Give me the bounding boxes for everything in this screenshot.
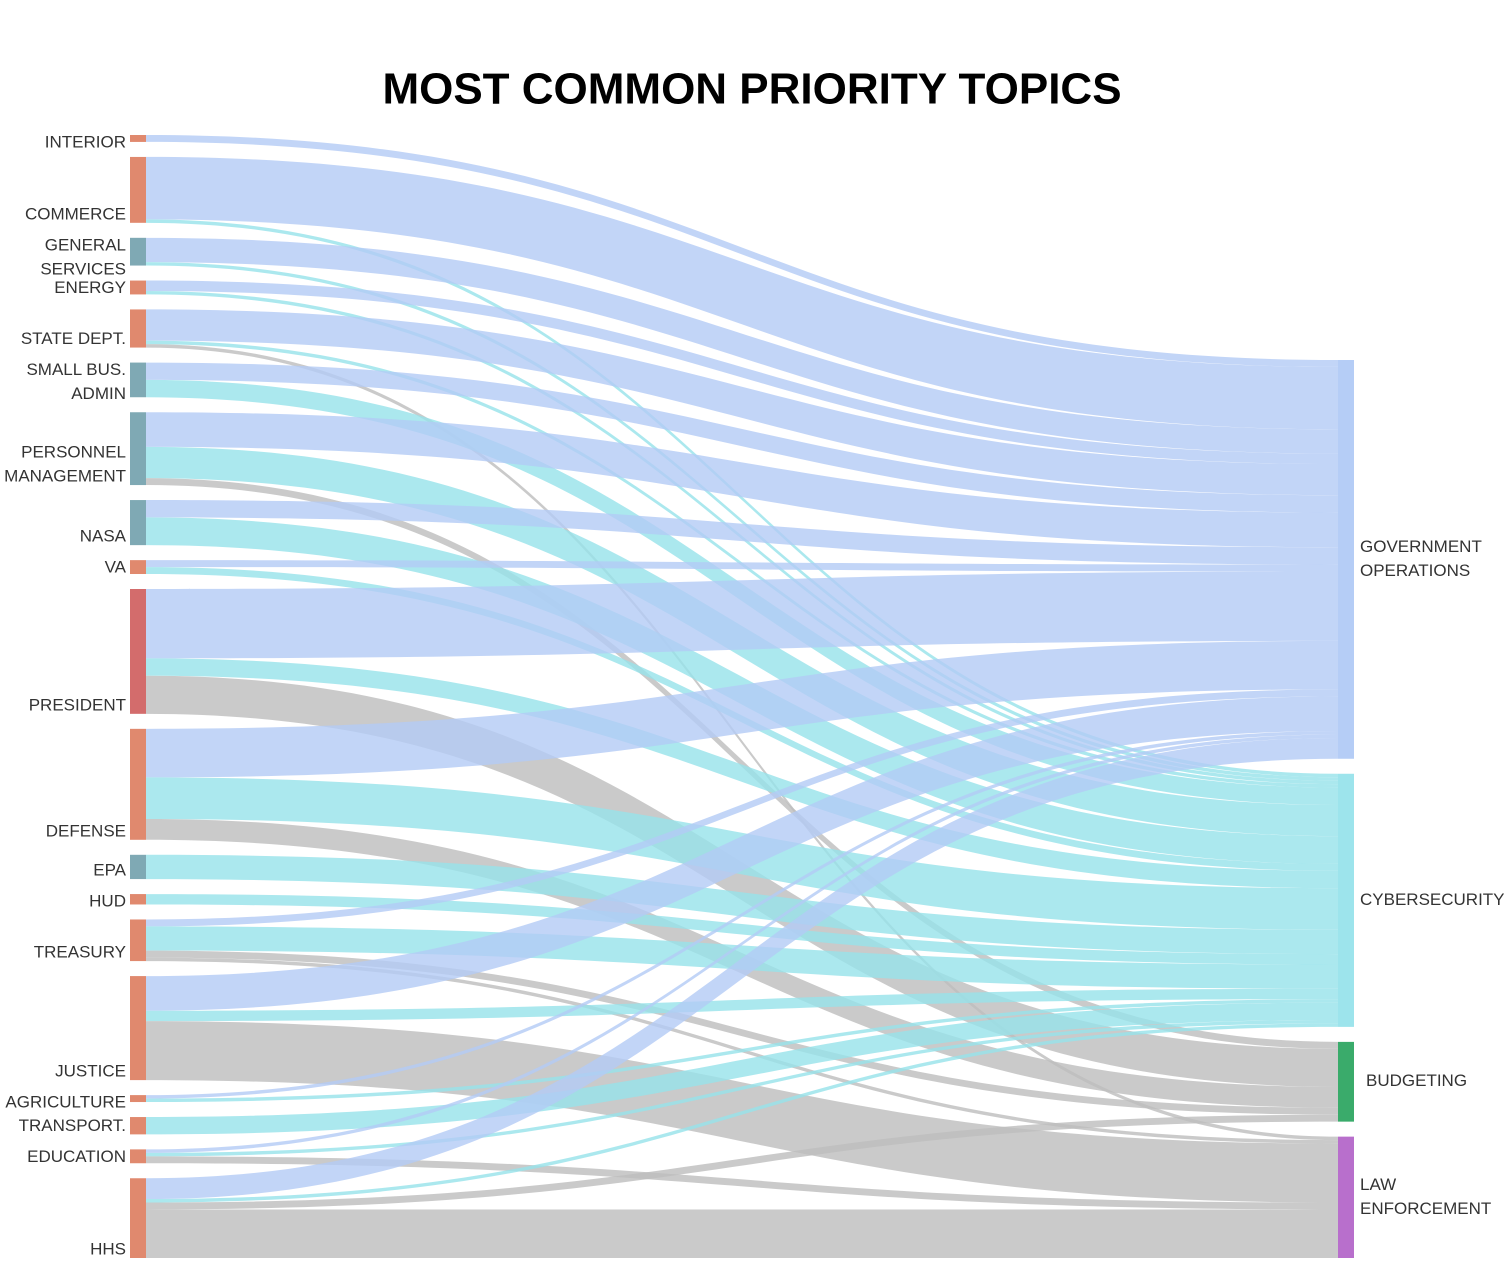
source-label: INTERIOR: [45, 132, 126, 151]
link: [146, 1114, 1338, 1210]
link: [146, 1023, 1338, 1203]
source-label: PRESIDENT: [29, 695, 126, 714]
node: [130, 1095, 146, 1103]
target-label: OPERATIONS: [1360, 561, 1470, 580]
link: [146, 950, 1338, 1115]
links: [146, 135, 1338, 1258]
node: [130, 854, 146, 880]
node: [130, 728, 146, 840]
node: [130, 237, 146, 266]
link: [146, 696, 1338, 1011]
link: [146, 237, 1338, 454]
source-label: COMMERCE: [25, 204, 126, 223]
node: [1338, 360, 1354, 759]
source-label: GENERAL: [45, 235, 126, 254]
link: [146, 658, 1338, 889]
node: [1338, 773, 1354, 1027]
source-label: VA: [105, 558, 127, 577]
link: [146, 988, 1338, 1022]
node: [1338, 1136, 1354, 1258]
source-label: SMALL BUS.: [26, 360, 126, 379]
source-label: TREASURY: [34, 943, 126, 962]
link: [146, 500, 1338, 565]
link: [146, 894, 1338, 965]
source-label: SERVICES: [40, 259, 126, 278]
source-label: DEFENSE: [46, 821, 126, 840]
target-label: CYBERSECURITY: [1360, 890, 1505, 909]
node: [130, 976, 146, 1081]
source-label: AGRICULTURE: [5, 1093, 126, 1112]
link: [146, 999, 1338, 1103]
node: [130, 500, 146, 546]
source-label: EDUCATION: [27, 1147, 126, 1166]
chart-title: MOST COMMON PRIORITY TOPICS: [382, 65, 1121, 114]
source-label: HUD: [89, 892, 126, 911]
node: [130, 309, 146, 348]
link: [146, 1209, 1338, 1258]
link: [146, 1019, 1338, 1157]
node: [130, 919, 146, 962]
link: [146, 412, 1338, 548]
node: [130, 560, 146, 575]
link: [146, 262, 1338, 781]
link: [146, 1002, 1338, 1135]
link: [146, 926, 1338, 989]
target-label: LAW: [1360, 1175, 1396, 1194]
link: [146, 734, 1338, 1153]
source-label: ADMIN: [71, 384, 126, 403]
link: [146, 854, 1338, 955]
link: [146, 219, 1338, 778]
node: [130, 156, 146, 223]
link: [146, 571, 1338, 659]
source-label: JUSTICE: [55, 1062, 126, 1081]
node: [1338, 1041, 1354, 1122]
source-label: MANAGEMENT: [4, 467, 126, 486]
link: [146, 560, 1338, 572]
node: [130, 894, 146, 905]
node: [130, 1178, 146, 1258]
link: [146, 731, 1338, 1099]
target-label: BUDGETING: [1366, 1071, 1467, 1090]
target-label: ENFORCEMENT: [1360, 1199, 1491, 1218]
link: [146, 135, 1338, 367]
link: [146, 478, 1338, 1049]
link: [146, 689, 1338, 927]
link: [146, 344, 1338, 1141]
node: [130, 362, 146, 398]
source-label: TRANSPORT.: [19, 1116, 126, 1135]
source-label: EPA: [93, 861, 126, 880]
link: [146, 737, 1338, 1200]
source-label: PERSONNEL: [21, 443, 126, 462]
node: [130, 589, 146, 714]
node: [130, 135, 146, 142]
link: [146, 280, 1338, 465]
link: [146, 309, 1338, 496]
source-label: NASA: [80, 527, 127, 546]
link: [146, 1156, 1338, 1210]
link: [146, 362, 1338, 513]
node: [130, 1149, 146, 1164]
link: [146, 640, 1338, 778]
node: [130, 412, 146, 486]
node: [130, 1117, 146, 1135]
source-label: HHS: [90, 1239, 126, 1258]
source-label: STATE DEPT.: [21, 329, 126, 348]
link: [146, 156, 1338, 430]
target-label: GOVERNMENT: [1360, 537, 1482, 556]
node: [130, 280, 146, 295]
link: [146, 675, 1338, 1087]
source-label: ENERGY: [54, 278, 126, 297]
